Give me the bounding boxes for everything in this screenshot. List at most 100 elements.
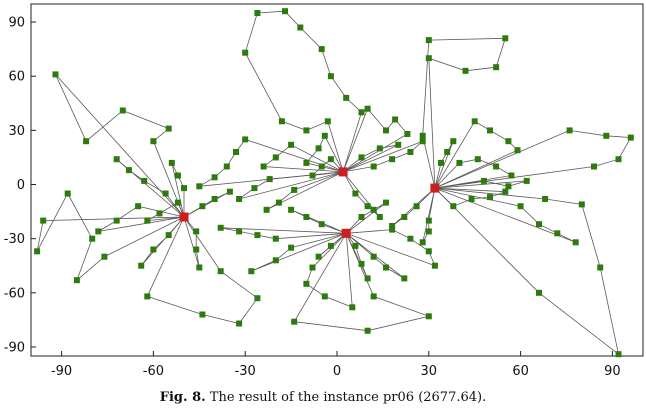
y-tick-label: -60 <box>4 286 25 301</box>
customer-point <box>425 228 432 235</box>
customer-point <box>591 163 597 170</box>
customer-point <box>89 235 96 242</box>
customer-point <box>125 167 132 174</box>
customer-point <box>438 159 444 166</box>
route-line <box>422 37 506 189</box>
customer-point <box>278 118 285 125</box>
x-tick-label: 60 <box>512 364 529 379</box>
customer-point <box>370 206 377 213</box>
customer-point <box>309 172 316 179</box>
customer-point <box>52 71 59 78</box>
customer-point <box>303 159 310 166</box>
customer-point <box>113 156 120 163</box>
customer-point <box>315 145 322 152</box>
y-tick-label: 90 <box>8 16 25 31</box>
customer-point <box>135 203 142 210</box>
customer-point <box>174 172 181 179</box>
customer-point <box>364 105 371 112</box>
customer-point <box>34 248 41 255</box>
route-line <box>290 209 347 234</box>
customer-point <box>196 183 203 190</box>
customer-point <box>303 127 310 134</box>
customer-point <box>138 262 145 269</box>
customer-point <box>615 156 622 163</box>
customer-point <box>242 49 249 56</box>
customer-point <box>389 223 396 229</box>
customer-point <box>578 201 585 208</box>
customer-point <box>248 268 255 275</box>
depot-point <box>430 183 440 193</box>
customer-point <box>211 196 218 202</box>
customer-point <box>450 138 457 145</box>
customer-point <box>425 37 432 44</box>
customer-point <box>395 141 402 148</box>
customer-point <box>514 147 521 154</box>
customer-point <box>364 275 371 282</box>
customer-point <box>318 46 325 53</box>
customer-point <box>211 174 218 181</box>
customer-point <box>223 163 230 170</box>
route-line <box>293 233 431 332</box>
customer-point <box>474 156 481 163</box>
customer-point <box>324 118 331 125</box>
ticks-layer: -90 -60 -30 0 30 60 90 90 60 30 0 -30 -60 -90 <box>4 16 621 379</box>
customer-point <box>392 116 399 123</box>
customer-point <box>627 134 634 141</box>
customer-point <box>236 228 243 235</box>
customer-point <box>358 109 365 116</box>
customer-point <box>407 149 414 155</box>
route-line <box>434 120 519 189</box>
customer-point <box>254 232 261 239</box>
customer-point <box>327 242 334 249</box>
y-tick-label: 30 <box>8 124 25 139</box>
customer-point <box>242 136 249 143</box>
route-line <box>183 191 231 218</box>
depot-point <box>341 228 351 238</box>
y-tick-label: -30 <box>4 232 25 247</box>
customer-point <box>456 159 463 166</box>
customer-point <box>517 203 524 210</box>
route-line <box>36 192 185 282</box>
customer-point <box>141 177 148 184</box>
customer-point <box>450 203 457 210</box>
customer-point <box>468 196 475 202</box>
customer-point <box>217 224 224 231</box>
customer-point <box>536 221 542 228</box>
customer-point <box>113 217 120 224</box>
route-line <box>244 10 362 173</box>
figure-label: Fig. 8. <box>159 390 206 405</box>
customer-point <box>83 138 90 145</box>
customer-point <box>343 94 350 101</box>
x-tick-label: -30 <box>235 364 256 379</box>
customer-point <box>266 176 273 183</box>
customer-point <box>150 246 157 253</box>
customer-point <box>419 138 426 145</box>
customer-point <box>505 183 512 190</box>
customer-point <box>352 190 359 197</box>
customer-point <box>471 118 478 125</box>
customer-point <box>272 154 279 161</box>
x-tick-label: -90 <box>51 364 72 379</box>
depot-point <box>179 212 189 222</box>
customer-point <box>542 196 549 202</box>
customer-point <box>487 127 493 134</box>
y-tick-label: -90 <box>4 340 25 355</box>
customer-point <box>505 138 512 145</box>
customer-point <box>101 253 108 260</box>
customer-point <box>502 35 509 42</box>
customer-point <box>251 185 258 192</box>
customer-point <box>144 217 151 224</box>
x-tick-label: 0 <box>333 364 341 379</box>
customer-point <box>536 289 542 296</box>
customer-point <box>358 154 365 161</box>
customer-point <box>401 214 408 220</box>
routes-layer <box>36 10 632 356</box>
route-line <box>434 187 576 243</box>
customer-point <box>95 228 102 235</box>
customer-point <box>254 10 261 16</box>
customer-point <box>226 188 233 195</box>
customer-point <box>165 232 172 239</box>
customer-point <box>370 293 377 300</box>
customer-point <box>199 203 206 210</box>
customer-point <box>349 304 356 311</box>
